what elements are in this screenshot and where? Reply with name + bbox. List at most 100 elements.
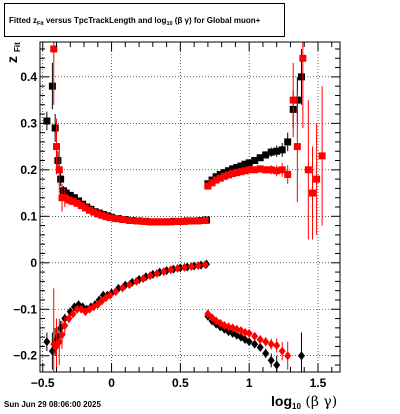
data-point [267, 148, 275, 156]
data-point [262, 166, 270, 174]
data-point [106, 290, 114, 300]
data-point [106, 214, 114, 222]
data-point [256, 342, 264, 352]
data-point [284, 170, 292, 178]
x-axis-label: log10 (β γ) [271, 393, 337, 411]
data-point [256, 334, 264, 344]
data-point [299, 54, 307, 62]
data-point [284, 351, 292, 361]
y-tick-label: 0 [30, 256, 37, 270]
data-point [146, 271, 154, 281]
title-sub1: Fit [37, 21, 44, 27]
x-tick-label: 1 [246, 376, 253, 390]
data-point [86, 206, 94, 214]
y-tick-label: 0.2 [20, 163, 37, 177]
data-point [174, 263, 182, 273]
data-point [69, 197, 77, 205]
data-point [208, 179, 216, 187]
data-point [237, 168, 245, 176]
title-sub2: 10 [166, 21, 173, 27]
data-point [256, 165, 264, 173]
data-point [289, 96, 297, 104]
series-black-square [43, 48, 305, 226]
data-point [119, 216, 127, 224]
data-point [58, 330, 66, 340]
data-point [267, 339, 275, 349]
data-point [102, 213, 110, 221]
data-point [66, 191, 74, 199]
data-point [245, 337, 253, 347]
data-point [132, 217, 140, 225]
data-point [278, 346, 286, 356]
data-point [256, 154, 264, 162]
data-point [262, 348, 270, 358]
data-point [293, 143, 301, 151]
series-black-diamond [43, 259, 305, 372]
y-tick-label: −0.2 [13, 349, 37, 363]
datestamp: Sun Jun 29 08:06:00 2025 [4, 400, 101, 409]
data-point [174, 217, 182, 225]
data-point [304, 166, 312, 174]
x-tick-label: 1.5 [310, 376, 327, 390]
data-point [73, 304, 81, 314]
x-axis-label-greek: (β γ) [300, 394, 338, 410]
data-point [245, 166, 253, 174]
data-point [245, 328, 253, 338]
y-axis-label-sub: Fit [13, 42, 22, 52]
data-point [112, 215, 120, 223]
data-point [153, 268, 161, 278]
data-point [125, 280, 133, 290]
data-point [139, 274, 147, 284]
data-point [180, 217, 188, 225]
data-point [167, 218, 175, 226]
data-point [194, 217, 202, 225]
data-point [119, 283, 127, 293]
axis-tick-labels: −0.5 0 0.5 1 1.5 −0.2 −0.1 0 0.1 0.2 0.3 0.4 [13, 70, 326, 390]
data-point [233, 163, 241, 171]
data-point [51, 124, 59, 132]
data-point [90, 208, 98, 216]
data-point [73, 199, 81, 207]
data-point [187, 261, 195, 271]
data-point [267, 166, 275, 174]
data-point [229, 170, 237, 178]
y-tick-label: 0.4 [20, 70, 37, 84]
data-point [251, 331, 259, 341]
data-point [55, 166, 63, 174]
title-suffix: (β γ) for Global muon+ [172, 16, 261, 25]
x-axis-label-sub: 10 [292, 402, 301, 411]
grid [40, 42, 340, 372]
data-point [98, 211, 106, 219]
data-point [81, 204, 89, 212]
data-point [216, 170, 224, 178]
data-point [53, 143, 61, 151]
data-point [262, 151, 270, 159]
y-tick-label: −0.1 [13, 302, 37, 316]
data-point [318, 152, 326, 160]
title-middle: versus TpcTrackLength and log [43, 16, 167, 25]
data-point [284, 138, 292, 146]
data-point [194, 261, 202, 271]
chart-title: Fitted zFit versus TpcTrackLength and lo… [4, 3, 285, 37]
data-point [204, 309, 212, 319]
axis-ticks [40, 42, 340, 372]
data-point [160, 267, 168, 277]
data-point [112, 287, 120, 297]
data-point [251, 157, 259, 165]
data-point [62, 189, 70, 197]
data-point [273, 341, 281, 351]
data-point [204, 182, 212, 190]
data-point [153, 218, 161, 226]
data-point [94, 300, 102, 310]
y-axis-label-main: z [4, 56, 20, 63]
data-point [262, 337, 270, 347]
data-point [61, 321, 69, 331]
data-point [225, 171, 233, 179]
data-point [43, 337, 51, 347]
data-point [251, 339, 259, 349]
data-point [167, 265, 175, 275]
data-point [69, 309, 77, 319]
data-point [70, 194, 78, 202]
data-point [225, 167, 233, 175]
